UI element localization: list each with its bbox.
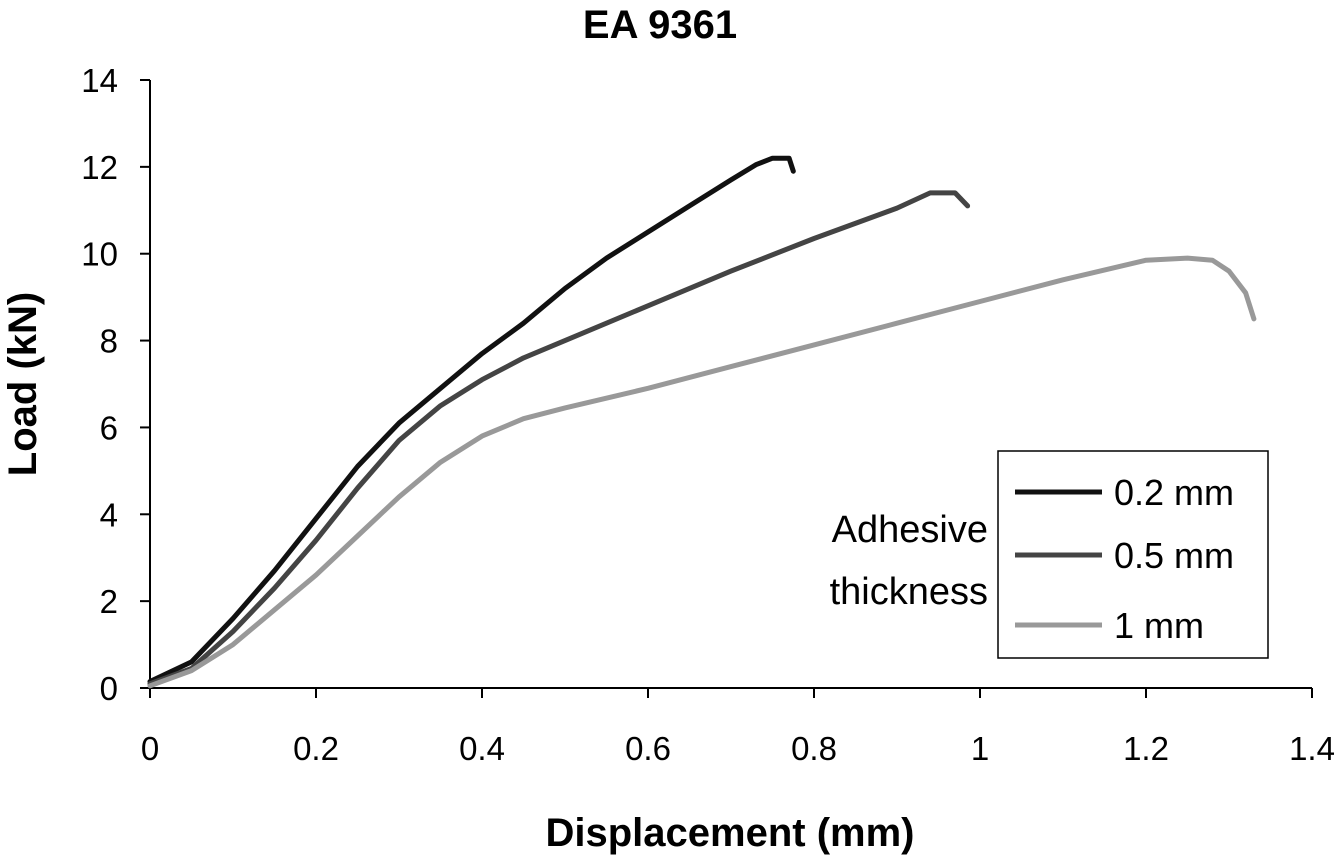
x-tick-label: 0.6 <box>625 730 671 767</box>
x-tick-label: 0.4 <box>459 730 505 767</box>
legend-items: 0.2 mm 0.5 mm 1 mm <box>1015 472 1234 646</box>
series-group <box>147 155 1257 689</box>
y-tick-label: 6 <box>100 409 118 446</box>
y-ticks: 0 2 4 6 8 10 12 14 <box>81 62 150 707</box>
x-ticks: 0 0.2 0.4 0.6 0.8 1 1.2 1.4 <box>141 688 1335 767</box>
legend-label: 1 mm <box>1114 605 1204 646</box>
x-tick-label: 0.8 <box>791 730 837 767</box>
legend-title: Adhesive thickness <box>830 509 988 613</box>
x-tick-label: 0.2 <box>293 730 339 767</box>
x-tick-label: 1.2 <box>1123 730 1169 767</box>
y-tick-label: 4 <box>100 496 118 533</box>
y-tick-label: 2 <box>100 583 118 620</box>
legend-title-line-2: thickness <box>830 571 988 613</box>
x-axis-title: Displacement (mm) <box>546 811 915 855</box>
x-tick-label: 1 <box>971 730 989 767</box>
y-tick-label: 8 <box>100 323 118 360</box>
legend-title-line-1: Adhesive <box>832 509 988 551</box>
y-tick-label: 12 <box>81 149 118 186</box>
legend-label: 0.2 mm <box>1114 472 1234 513</box>
chart-title: EA 9361 <box>583 3 737 47</box>
axes <box>149 80 1312 689</box>
legend-label: 0.5 mm <box>1114 535 1234 576</box>
series-line-2 <box>147 190 971 687</box>
y-tick-label: 10 <box>81 236 118 273</box>
x-tick-label: 0 <box>141 730 159 767</box>
series-line-1 <box>147 155 796 684</box>
series-line-3 <box>147 255 1257 689</box>
y-tick-label: 14 <box>81 62 118 99</box>
y-tick-label: 0 <box>100 670 118 707</box>
x-tick-label: 1.4 <box>1289 730 1335 767</box>
y-axis-title: Load (kN) <box>1 292 45 476</box>
